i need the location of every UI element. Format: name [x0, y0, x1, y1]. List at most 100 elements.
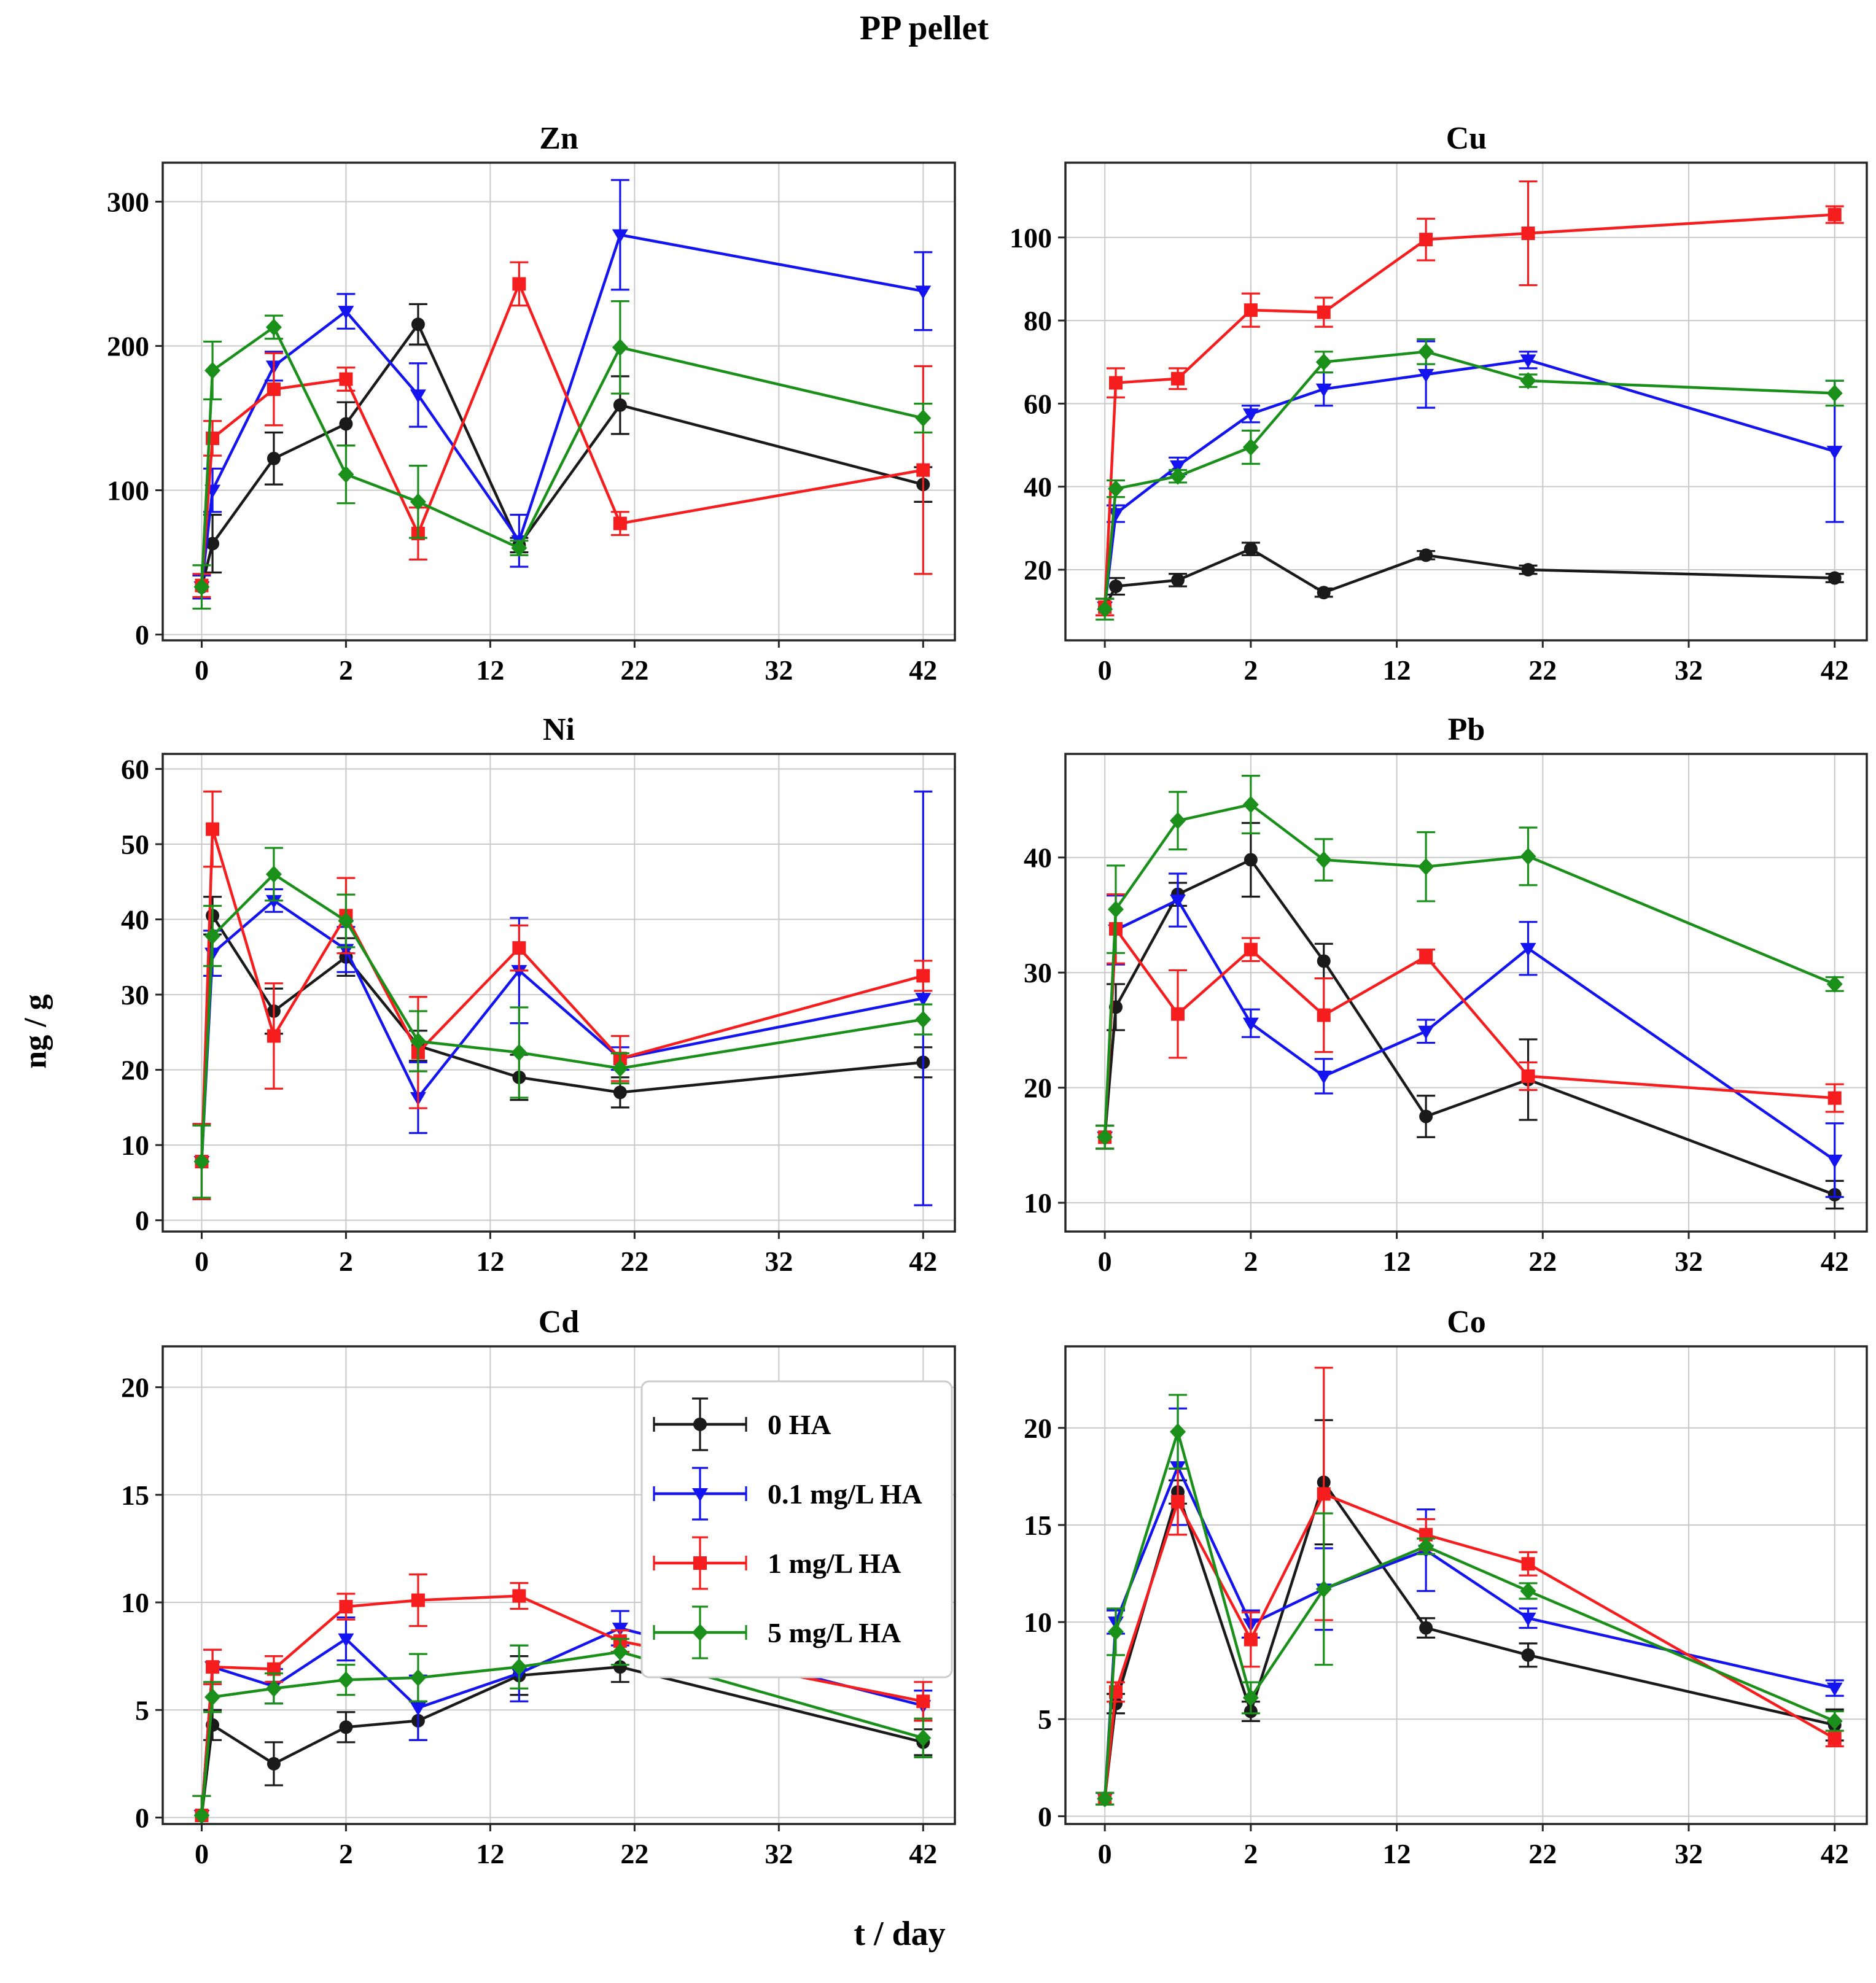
marker-triangle-down: [1170, 460, 1186, 474]
marker-diamond: [265, 318, 282, 336]
marker-square: [512, 277, 526, 291]
marker-square: [916, 1694, 930, 1709]
marker-square: [1317, 1008, 1331, 1022]
marker-square: [1827, 1731, 1842, 1745]
x-tick-label: 12: [476, 1838, 504, 1869]
x-tick-label: 22: [1528, 654, 1557, 686]
x-tick-label: 22: [620, 654, 648, 686]
y-tick-label: 0: [135, 1205, 149, 1236]
marker-square: [916, 463, 930, 477]
x-tick-label: 0: [1098, 654, 1112, 686]
marker-diamond: [410, 493, 426, 511]
marker-triangle-down: [1108, 508, 1124, 522]
y-tick-label: 60: [121, 754, 149, 785]
series-5-mg-l-ha: [192, 300, 933, 610]
x-tick-label: 42: [909, 654, 937, 686]
subplot-title-cd: Cd: [539, 1305, 580, 1340]
marker-square: [267, 382, 281, 397]
marker-circle: [613, 398, 627, 412]
marker-square: [1171, 1495, 1185, 1509]
axes-frame: [1064, 753, 1868, 1233]
legend-entry: 0 HA: [653, 1397, 831, 1451]
plot-area: [1096, 1367, 1844, 1807]
marker-diamond: [1826, 975, 1843, 993]
marker-square: [1244, 303, 1258, 317]
marker-triangle-down: [410, 1702, 426, 1716]
x-tick-label: 42: [909, 1838, 937, 1869]
marker-diamond: [1418, 1537, 1434, 1555]
x-tick-label: 32: [1675, 1246, 1703, 1277]
x-tick-label: 42: [1821, 1246, 1849, 1277]
marker-square: [1317, 305, 1331, 319]
x-tick-label: 0: [1098, 1838, 1112, 1869]
axes-frame: [1064, 1345, 1868, 1825]
marker-diamond: [204, 1688, 221, 1706]
marker-square: [206, 822, 220, 836]
y-tick-label: 0: [135, 619, 149, 651]
marker-diamond: [1418, 858, 1434, 875]
marker-circle: [411, 317, 425, 332]
marker-square: [1109, 376, 1123, 390]
chart-cu: Cu 0 2 12 22 32 42 20 40 60 80 100: [1010, 121, 1868, 686]
marker-diamond: [511, 1658, 527, 1676]
figure-title: PP pellet: [860, 9, 989, 47]
marker-square: [339, 372, 353, 386]
y-tick-label: 20: [1024, 554, 1052, 586]
legend-entry: 5 mg/L HA: [653, 1605, 901, 1659]
marker-diamond: [1315, 353, 1332, 371]
marker-square: [1419, 949, 1433, 963]
marker-diamond: [1826, 384, 1843, 402]
marker-diamond: [1242, 438, 1259, 456]
axes-frame: [162, 753, 956, 1233]
marker-square: [1171, 1007, 1185, 1021]
x-tick-label: 0: [1098, 1246, 1112, 1277]
marker-square: [1521, 1069, 1535, 1083]
x-tick-label: 22: [620, 1246, 648, 1277]
x-tick-label: 22: [620, 1838, 648, 1869]
x-tick-label: 2: [1244, 654, 1258, 686]
marker-square: [916, 969, 930, 983]
x-tick-label: 12: [476, 654, 504, 686]
y-tick-label: 0: [135, 1802, 149, 1833]
marker-diamond: [338, 465, 354, 483]
marker-diamond: [1170, 467, 1186, 485]
legend: 0 HA 0.1 mg/L HA 1 mg/L HA 5 mg/L HA: [640, 1380, 953, 1678]
marker-triangle-down: [1242, 1017, 1259, 1031]
chart-ni: Ni 0 2 12 22 32 42 0 10 20 30 40 50 60: [121, 712, 956, 1277]
subplot-title-ni: Ni: [543, 712, 575, 747]
x-tick-label: 32: [1675, 1838, 1703, 1869]
marker-circle: [613, 1085, 627, 1100]
x-tick-label: 32: [765, 654, 793, 686]
marker-square: [1244, 1632, 1258, 1647]
series-5-mg-l-ha: [1096, 775, 1844, 1150]
marker-triangle-down: [1315, 383, 1332, 397]
marker-square: [1521, 1557, 1535, 1571]
x-tick-label: 2: [339, 654, 353, 686]
marker-diamond: [193, 1806, 210, 1824]
y-tick-label: 100: [107, 475, 149, 506]
marker-diamond: [204, 927, 221, 945]
marker-diamond: [511, 539, 527, 557]
legend-label: 1 mg/L HA: [768, 1548, 901, 1579]
y-tick-label: 40: [121, 904, 149, 936]
marker-square: [613, 516, 627, 530]
marker-diamond: [1108, 901, 1124, 918]
x-tick-label: 12: [1383, 654, 1411, 686]
y-tick-label: 10: [1024, 1607, 1052, 1638]
marker-circle: [1419, 1109, 1433, 1123]
marker-square: [411, 1593, 425, 1607]
plot-area: [192, 179, 933, 610]
y-tick-label: 10: [121, 1587, 149, 1618]
marker-square: [267, 1029, 281, 1043]
series-5-mg-l-ha: [1096, 338, 1844, 621]
marker-diamond: [338, 912, 354, 929]
marker-triangle-down: [692, 1488, 708, 1502]
marker-square: [512, 1589, 526, 1603]
marker-diamond: [612, 338, 628, 356]
marker-circle: [267, 1756, 281, 1771]
marker-triangle-down: [338, 1633, 354, 1647]
y-tick-label: 10: [121, 1130, 149, 1161]
marker-diamond: [511, 1044, 527, 1061]
x-tick-label: 42: [1821, 1838, 1849, 1869]
